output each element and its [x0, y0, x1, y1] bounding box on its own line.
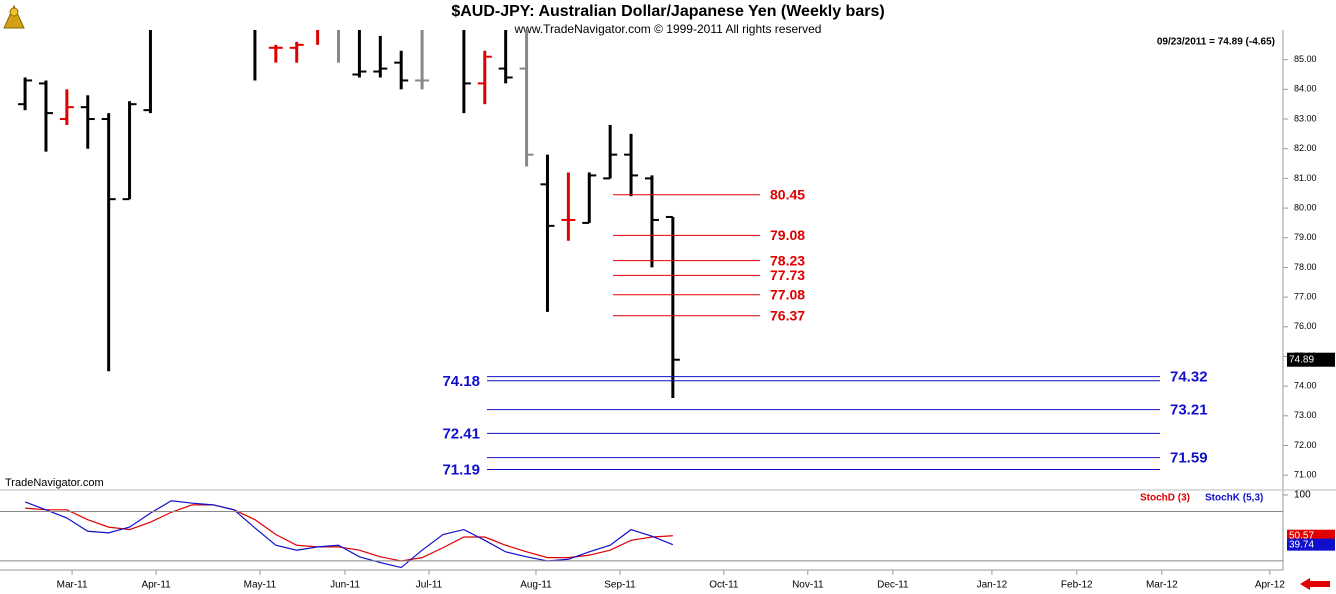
x-tick-label: Sep-11 [604, 580, 636, 591]
level-label: 71.19 [442, 461, 480, 478]
x-tick-label: Mar-11 [57, 580, 88, 591]
stoch-line [24, 500, 674, 569]
price-plot [18, 30, 680, 398]
x-tick-label: Apr-11 [141, 580, 171, 591]
y-tick-label: 80.00 [1294, 202, 1317, 212]
watermark: TradeNavigator.com [5, 477, 104, 489]
level-label: 71.59 [1170, 450, 1208, 467]
x-tick-label: Jan-12 [977, 580, 1008, 591]
x-tick-label: Apr-12 [1255, 580, 1285, 591]
value-tag-label: 39.74 [1289, 539, 1314, 550]
y-tick-label: 77.00 [1294, 291, 1317, 301]
level-label: 77.08 [770, 286, 805, 302]
y-tick-label: 83.00 [1294, 113, 1317, 123]
last-price-label: 74.89 [1289, 354, 1314, 365]
last-price-tag [1287, 352, 1335, 367]
x-tick-label: Aug-11 [520, 580, 552, 591]
y-tick-label: 100 [1294, 490, 1311, 501]
y-tick-label: 76.00 [1294, 321, 1317, 331]
level-label: 72.41 [442, 425, 480, 442]
value-tag [1287, 538, 1335, 551]
legend-label: StochK (5,3) [1205, 493, 1263, 504]
level-label: 74.32 [1170, 369, 1208, 386]
x-tick-label: Jun-11 [330, 580, 360, 591]
x-tick-label: Mar-12 [1146, 580, 1178, 591]
x-tick-label: Nov-11 [792, 580, 824, 591]
y-tick-label: 71.00 [1294, 470, 1317, 480]
level-label: 73.21 [1170, 402, 1208, 419]
legend-label: StochD (3) [1140, 493, 1190, 504]
level-label: 80.45 [770, 186, 805, 202]
value-tag-label: 50.57 [1289, 530, 1314, 541]
y-tick-label: 82.00 [1294, 143, 1317, 153]
y-tick-label: 79.00 [1294, 232, 1317, 242]
level-label: 79.08 [770, 227, 805, 243]
annotation: 09/23/2011 = 74.89 (-4.65) [1157, 37, 1275, 48]
y-tick-label: 85.00 [1294, 54, 1317, 64]
y-tick-label: 72.00 [1294, 440, 1317, 450]
y-tick-label: 74.00 [1294, 381, 1317, 391]
subtitle: www.TradeNavigator.com © 1999-2011 All r… [514, 22, 822, 36]
level-label: 74.18 [442, 373, 480, 390]
x-tick-label: May-11 [244, 580, 277, 591]
scroll-arrow[interactable] [1300, 578, 1330, 590]
stoch-line [25, 504, 673, 562]
logo [3, 4, 25, 29]
x-tick-label: Dec-11 [877, 580, 909, 591]
chart-title: $AUD-JPY: Australian Dollar/Japanese Yen… [451, 3, 884, 20]
x-tick-label: Oct-11 [709, 580, 739, 591]
y-tick-label: 78.00 [1294, 262, 1317, 272]
level-label: 76.37 [770, 307, 805, 323]
x-tick-label: Jul-11 [416, 580, 443, 591]
level-label: 78.23 [770, 252, 805, 268]
x-tick-label: Feb-12 [1061, 580, 1093, 591]
stoch-plot [24, 500, 674, 569]
y-tick-label: 81.00 [1294, 173, 1317, 183]
y-tick-label: 84.00 [1294, 84, 1317, 94]
level-label: 77.73 [770, 267, 805, 283]
y-tick-label: 73.00 [1294, 410, 1317, 420]
